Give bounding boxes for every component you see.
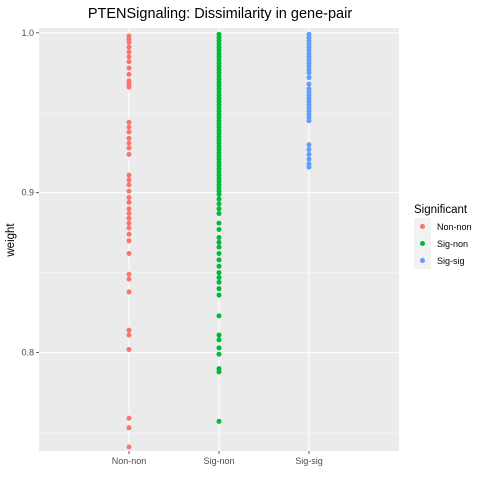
data-point xyxy=(126,119,132,125)
data-point xyxy=(126,220,132,226)
legend-key-point xyxy=(420,224,425,229)
data-point xyxy=(216,211,222,217)
data-point xyxy=(306,75,312,81)
data-point xyxy=(216,227,222,233)
data-point xyxy=(126,54,132,60)
data-point xyxy=(216,313,222,319)
data-point xyxy=(126,39,132,45)
data-point xyxy=(306,70,312,76)
data-point xyxy=(216,196,222,202)
data-point xyxy=(126,276,132,282)
x-tick-label: Sig-sig xyxy=(295,456,323,466)
y-axis-title: weight xyxy=(5,223,17,258)
legend-key-point xyxy=(420,241,425,246)
chart-title: PTENSignaling: Dissimilarity in gene-pai… xyxy=(88,6,352,22)
data-point xyxy=(126,71,132,77)
data-point xyxy=(216,239,222,245)
legend-title: Significant xyxy=(414,204,468,216)
legend: Significant Non-non Sig-non Sig-sig xyxy=(414,204,472,269)
data-point xyxy=(126,44,132,50)
data-point xyxy=(306,81,312,87)
legend-label: Sig-sig xyxy=(437,256,465,266)
data-point xyxy=(126,188,132,194)
data-point xyxy=(306,164,312,170)
data-point xyxy=(126,135,132,141)
y-tick-label: 1.0 xyxy=(21,28,34,38)
data-point xyxy=(126,177,132,183)
data-point xyxy=(216,250,222,256)
data-point xyxy=(216,351,222,357)
data-point xyxy=(126,271,132,277)
data-point xyxy=(216,191,222,197)
data-point xyxy=(216,201,222,207)
data-point xyxy=(216,274,222,280)
data-point xyxy=(216,418,222,424)
data-point xyxy=(216,263,222,269)
data-point xyxy=(126,346,132,352)
data-point xyxy=(216,286,222,292)
data-point xyxy=(216,292,222,298)
legend-label: Non-non xyxy=(437,222,472,232)
data-point xyxy=(126,215,132,221)
data-point xyxy=(306,151,312,157)
axis-ticks: 0.8 0.9 1.0 Non-non Sig-non Sig-sig xyxy=(21,28,322,466)
data-point xyxy=(126,327,132,333)
data-point xyxy=(216,369,222,375)
data-point xyxy=(306,156,312,162)
data-point xyxy=(126,124,132,130)
data-point xyxy=(126,231,132,237)
data-point xyxy=(216,257,222,263)
data-point xyxy=(126,211,132,217)
y-tick-label: 0.9 xyxy=(21,188,34,198)
data-point xyxy=(216,235,222,241)
data-point xyxy=(216,270,222,276)
data-point xyxy=(126,289,132,295)
legend-label: Sig-non xyxy=(437,239,468,249)
data-point xyxy=(126,415,132,421)
legend-key-point xyxy=(420,258,425,263)
data-point xyxy=(126,151,132,157)
data-point xyxy=(126,145,132,151)
data-point xyxy=(126,238,132,244)
data-point xyxy=(126,65,132,71)
data-point xyxy=(216,332,222,338)
data-point xyxy=(126,140,132,146)
data-point xyxy=(126,332,132,338)
x-tick-label: Sig-non xyxy=(203,456,234,466)
y-tick-label: 0.8 xyxy=(21,348,34,358)
data-point xyxy=(216,206,222,212)
data-point xyxy=(306,147,312,153)
data-point xyxy=(126,172,132,178)
data-point xyxy=(126,182,132,188)
data-point xyxy=(216,220,222,226)
data-point xyxy=(216,244,222,250)
data-point xyxy=(216,345,222,351)
x-tick-label: Non-non xyxy=(112,456,147,466)
data-points xyxy=(126,31,312,450)
data-point xyxy=(126,49,132,55)
data-point xyxy=(126,425,132,431)
data-point xyxy=(126,250,132,256)
data-point xyxy=(126,199,132,205)
data-point xyxy=(306,142,312,148)
data-point xyxy=(126,129,132,135)
data-point xyxy=(126,84,132,90)
data-point xyxy=(126,195,132,201)
data-point xyxy=(126,444,132,450)
data-point xyxy=(306,118,312,124)
data-point xyxy=(216,279,222,285)
data-point xyxy=(126,225,132,231)
data-point xyxy=(126,59,132,65)
data-point xyxy=(216,337,222,343)
data-point xyxy=(126,206,132,212)
